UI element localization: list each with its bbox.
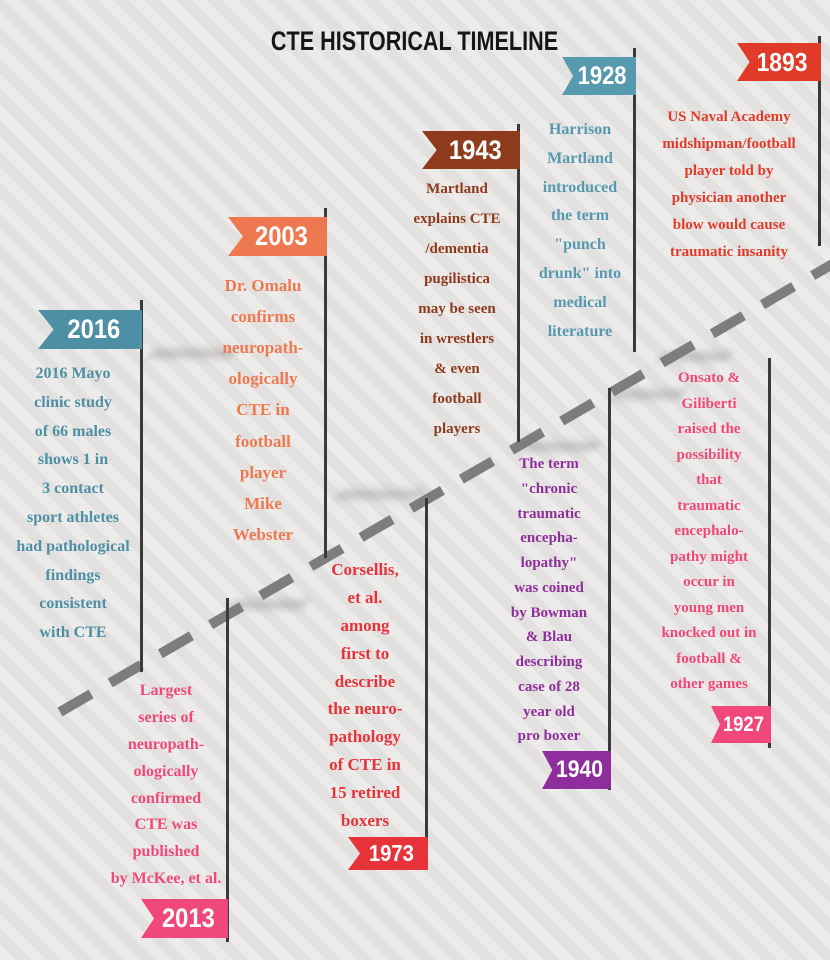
year-flag: 1893 bbox=[737, 43, 821, 81]
year-label: 1943 bbox=[448, 134, 502, 165]
year-label: 1928 bbox=[577, 61, 627, 90]
year-flag: 1927 bbox=[711, 706, 771, 743]
page-title-text: CTE HISTORICAL TIMELINE bbox=[271, 26, 559, 56]
year-label: 1973 bbox=[368, 840, 414, 866]
timeline-pole bbox=[140, 300, 143, 672]
year-flag: 2003 bbox=[228, 217, 327, 256]
year-flag: 2016 bbox=[38, 310, 142, 349]
year-label: 1893 bbox=[756, 46, 808, 77]
timeline-pole bbox=[818, 36, 821, 246]
year-flag: 1973 bbox=[348, 837, 428, 870]
event-description: Corsellis, et al. among first to describ… bbox=[327, 560, 403, 830]
event-description: Dr. Omalu confirms neuropath- ologically… bbox=[222, 276, 304, 544]
timeline-pole bbox=[425, 498, 428, 870]
event-description: The term "chronic traumatic encepha- lop… bbox=[510, 456, 588, 745]
year-label: 1927 bbox=[722, 712, 764, 736]
timeline-pole bbox=[517, 124, 520, 442]
year-flag: 2013 bbox=[141, 899, 228, 938]
year-flag: 1943 bbox=[422, 131, 520, 169]
event-description: US Naval Academy midshipman/football pla… bbox=[662, 109, 796, 260]
event-description: 2016 Mayo clinic study of 66 males shows… bbox=[16, 365, 130, 642]
event-description: Onsato & Giliberti raised the possibilit… bbox=[661, 370, 757, 692]
timeline-pole bbox=[226, 598, 229, 942]
timeline-pole bbox=[324, 208, 327, 558]
year-label: 2013 bbox=[161, 903, 215, 933]
year-flag: 1928 bbox=[562, 57, 636, 95]
event-description: Largest series of neuropath- ologically … bbox=[110, 682, 222, 888]
page-title: CTE HISTORICAL TIMELINE bbox=[0, 26, 830, 57]
event-description: Harrison Martland introduced the term "p… bbox=[538, 121, 622, 340]
timeline-pole bbox=[608, 388, 611, 790]
event-description: Martland explains CTE /dementia pugilist… bbox=[413, 181, 501, 437]
year-label: 2003 bbox=[254, 221, 308, 251]
year-label: 1940 bbox=[555, 756, 603, 783]
year-label: 2016 bbox=[67, 314, 121, 344]
year-flag: 1940 bbox=[542, 751, 611, 789]
timeline-pole bbox=[633, 48, 636, 352]
timeline-pole bbox=[768, 358, 771, 748]
